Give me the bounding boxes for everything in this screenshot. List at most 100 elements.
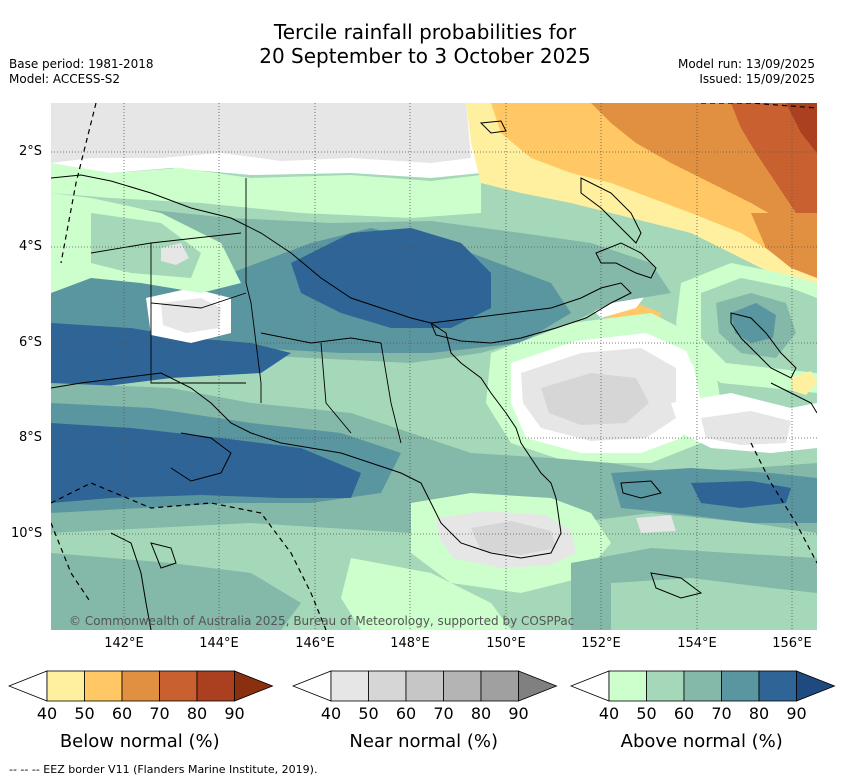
dentrecasteaux <box>620 480 662 499</box>
near-normal-tick-40: 40 <box>320 704 342 723</box>
near-normal-small <box>161 243 189 265</box>
lat-label-10s: 10°S <box>11 526 43 541</box>
below-normal-60-east <box>751 213 817 278</box>
near-normal-over-triangle <box>518 670 558 702</box>
map-title: Tercile rainfall probabilities for 20 Se… <box>0 20 850 68</box>
above-normal-south-core <box>51 423 361 503</box>
near-normal-colorbar <box>292 670 558 702</box>
indonesia-png-border <box>245 178 262 403</box>
near-normal-colorbar-title: Near normal (%) <box>349 731 499 752</box>
near-normal-tick-90: 90 <box>508 704 529 723</box>
province-line-3 <box>150 303 246 384</box>
issued-date: Issued: 15/09/2025 <box>699 72 815 86</box>
province-borders <box>90 178 402 444</box>
map-canvas[interactable]: © Commonwealth of Australia 2025, Bureau… <box>51 103 817 630</box>
lon-label-156e: 156°E <box>772 636 812 651</box>
lat-label-6s: 6°S <box>19 335 43 350</box>
copyright-text: © Commonwealth of Australia 2025, Bureau… <box>69 614 574 628</box>
near-normal-milne-dark <box>471 521 556 555</box>
title-line-1: Tercile rainfall probabilities for <box>273 20 577 44</box>
province-line-1 <box>150 243 247 309</box>
below-normal-tip <box>791 371 817 395</box>
above-normal-tick-40: 40 <box>598 704 620 723</box>
bismarck-islands <box>580 177 642 244</box>
model-name: Model: ACCESS-S2 <box>9 72 121 86</box>
new-guinea-south-coast <box>51 372 562 559</box>
cape-york <box>110 532 152 630</box>
eez-west <box>60 103 97 264</box>
below-normal-tick-80: 80 <box>186 704 208 723</box>
province-line-6 <box>380 342 402 444</box>
above-normal-swatch-1 <box>608 670 647 702</box>
below-normal-tick-40: 40 <box>36 704 58 723</box>
eez-south <box>51 482 327 630</box>
near-normal-tick-50: 50 <box>358 704 379 723</box>
above-normal-east-80 <box>731 303 776 343</box>
above-normal-tick-80: 80 <box>748 704 770 723</box>
lon-label-148e: 148°E <box>390 636 430 651</box>
below-normal-swatch-3 <box>121 670 160 702</box>
near-normal-tick-60: 60 <box>395 704 417 723</box>
footer-note: -- -- -- EEZ border V11 (Flanders Marine… <box>9 763 318 776</box>
near-normal-swatch-1 <box>330 670 369 702</box>
below-normal-swatch-2 <box>84 670 123 702</box>
graticule <box>51 103 817 630</box>
near-normal-swatch-5 <box>480 670 519 702</box>
lon-label-146e: 146°E <box>295 636 335 651</box>
province-line-4 <box>260 332 382 344</box>
near-normal-north-grey <box>51 103 471 163</box>
near-normal-under-triangle <box>292 670 332 702</box>
above-normal-swatch-3 <box>683 670 722 702</box>
below-normal-tick-70: 70 <box>149 704 170 723</box>
near-normal-central-grey-dark <box>541 373 649 425</box>
above-normal-colorbar <box>570 670 836 702</box>
above-normal-bottom-green <box>341 558 511 630</box>
eez-east <box>701 103 817 109</box>
meta-right: Model run: 13/09/2025 Issued: 15/09/2025 <box>678 57 815 87</box>
below-normal-colorbar <box>8 670 274 702</box>
model-run: Model run: 13/09/2025 <box>677 57 815 71</box>
below-normal-under-triangle <box>8 670 48 702</box>
torres-islands <box>150 542 177 569</box>
title-line-2: 20 September to 3 October 2025 <box>259 44 591 68</box>
near-normal-swatch-3 <box>405 670 444 702</box>
near-normal-tick-80: 80 <box>470 704 492 723</box>
above-normal-80-west <box>51 323 291 393</box>
above-normal-north-fringe <box>51 163 481 218</box>
above-normal-tick-50: 50 <box>636 704 657 723</box>
above-normal-swatch-5 <box>758 670 797 702</box>
near-normal-tick-70: 70 <box>433 704 454 723</box>
below-normal-tick-50: 50 <box>74 704 95 723</box>
below-normal-80 <box>786 103 817 153</box>
province-line-5 <box>320 342 352 434</box>
eez-southeast <box>750 442 817 564</box>
above-normal-under-triangle <box>570 670 610 702</box>
bougainville <box>730 312 797 379</box>
above-normal-tick-60: 60 <box>673 704 695 723</box>
near-normal-southeast-grey <box>701 411 791 445</box>
lat-label-8s: 8°S <box>19 430 43 445</box>
lon-label-144e: 144°E <box>199 636 239 651</box>
below-normal-over-triangle <box>234 670 274 702</box>
below-normal-70 <box>731 103 817 233</box>
new-britain <box>430 282 632 344</box>
near-normal-swatch-4 <box>443 670 482 702</box>
below-normal-swatch-5 <box>196 670 235 702</box>
province-line-2 <box>90 232 242 254</box>
map-panel[interactable]: © Commonwealth of Australia 2025, Bureau… <box>51 103 817 630</box>
below-normal-swatch-4 <box>159 670 198 702</box>
near-normal-bottom-grey <box>636 515 676 533</box>
above-normal-colorbar-title: Above normal (%) <box>620 731 783 752</box>
new-ireland <box>595 242 657 279</box>
above-normal-tick-90: 90 <box>786 704 807 723</box>
louisiade <box>650 572 703 599</box>
above-normal-swatch-4 <box>721 670 760 702</box>
above-normal-bottom-70 <box>51 553 301 630</box>
lat-label-4s: 4°S <box>19 239 43 254</box>
below-normal-swatch-1 <box>46 670 85 702</box>
lon-label-150e: 150°E <box>486 636 526 651</box>
above-normal-80-core <box>291 228 491 328</box>
below-normal-tick-90: 90 <box>224 704 245 723</box>
lon-label-142e: 142°E <box>104 636 144 651</box>
fly-river-delta <box>170 432 232 482</box>
